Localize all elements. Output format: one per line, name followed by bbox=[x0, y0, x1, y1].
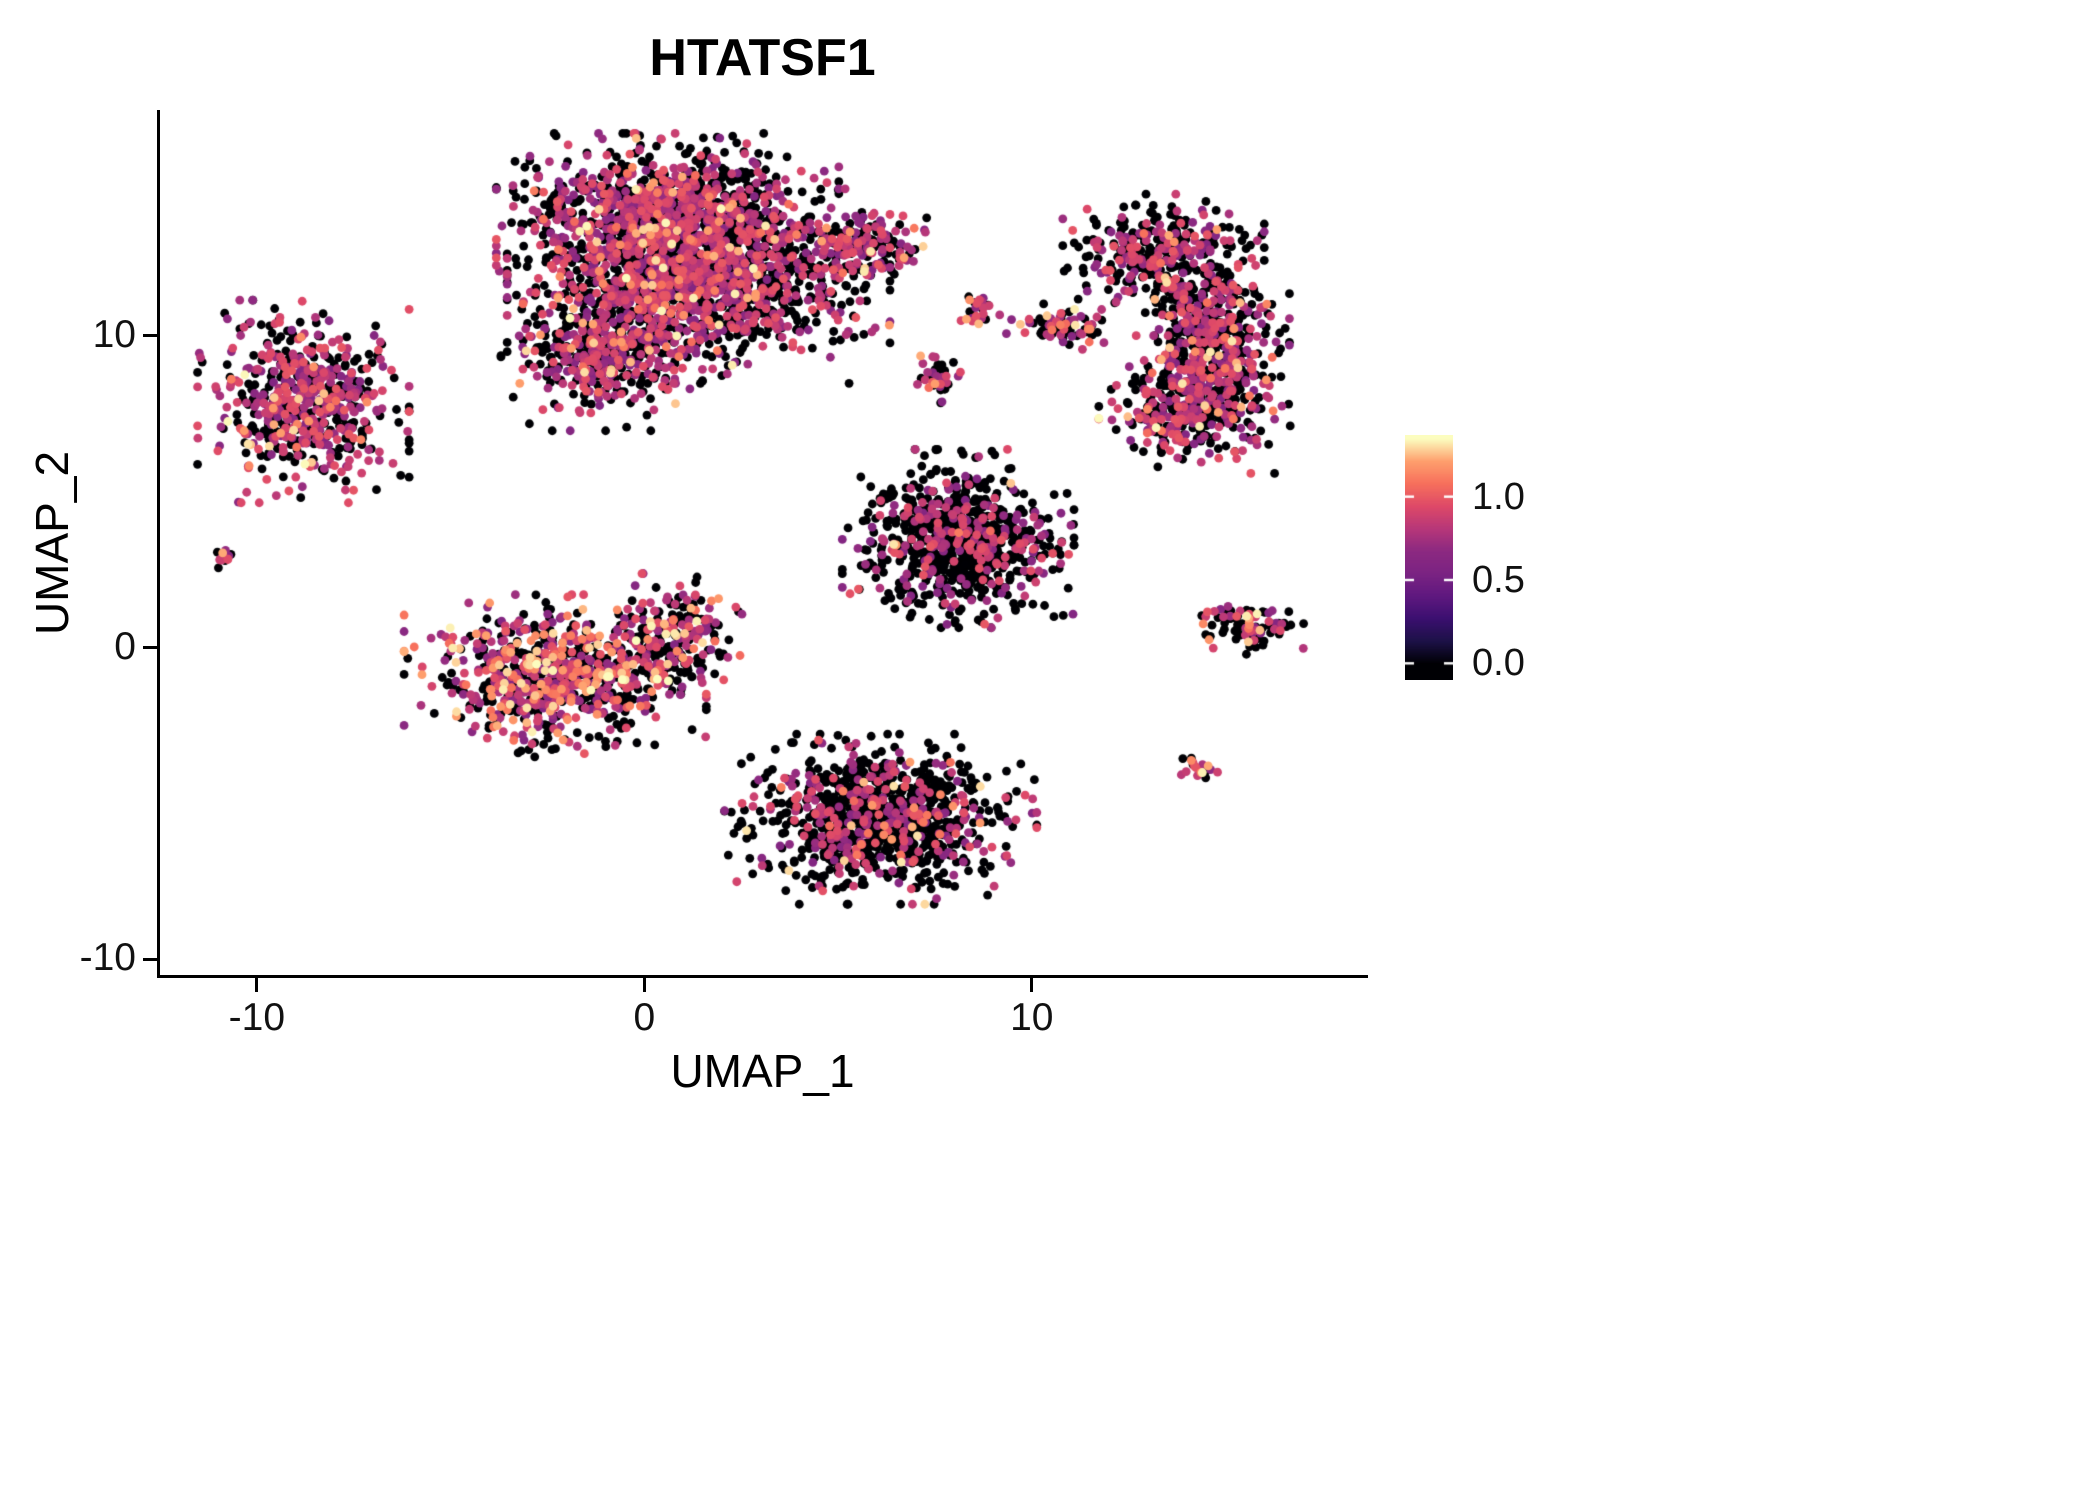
x-tick-label: 0 bbox=[633, 996, 656, 1039]
y-tick-mark bbox=[143, 646, 157, 650]
y-axis-title: UMAP_2 bbox=[26, 450, 78, 636]
x-tick-label: -10 bbox=[228, 996, 286, 1039]
plot-title: HTATSF1 bbox=[649, 29, 876, 87]
x-tick-label: 10 bbox=[1010, 996, 1054, 1039]
x-tick-mark bbox=[1030, 978, 1034, 992]
colorbar-gradient bbox=[1405, 435, 1453, 680]
y-tick-label: -10 bbox=[79, 936, 136, 980]
y-tick-mark bbox=[143, 957, 157, 961]
y-tick-label: 10 bbox=[92, 312, 136, 356]
colorbar-tick-label: 0.5 bbox=[1472, 559, 1525, 601]
colorbar-tick-label: 0.0 bbox=[1472, 642, 1525, 685]
x-axis-title: UMAP_1 bbox=[670, 1045, 855, 1097]
x-axis-line bbox=[157, 975, 1368, 978]
colorbar-tick-label: 1.0 bbox=[1472, 475, 1525, 518]
y-tick-label: 0 bbox=[114, 624, 136, 668]
y-tick-mark bbox=[143, 334, 157, 338]
y-axis-line bbox=[157, 110, 160, 978]
x-tick-mark bbox=[642, 978, 646, 992]
x-tick-mark bbox=[255, 978, 259, 992]
